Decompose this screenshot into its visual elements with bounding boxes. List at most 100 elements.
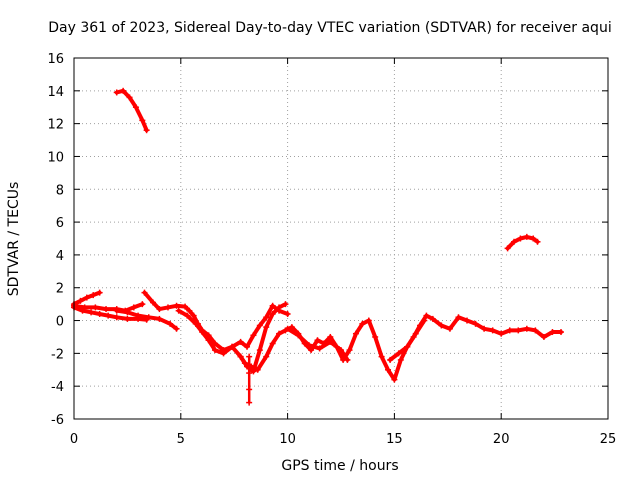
- data-point: [113, 89, 120, 96]
- data-point: [489, 327, 496, 334]
- data-point: [92, 304, 99, 311]
- data-point: [139, 301, 146, 308]
- data-point: [284, 325, 291, 332]
- data-point: [365, 317, 372, 324]
- data-point: [83, 294, 90, 301]
- x-tick-label: 10: [279, 432, 296, 447]
- data-point: [173, 325, 180, 332]
- data-point: [314, 337, 321, 344]
- data-point: [130, 304, 137, 311]
- data-point: [77, 297, 84, 304]
- x-tick-label: 5: [177, 432, 185, 447]
- data-point: [464, 317, 471, 324]
- data-point: [105, 312, 112, 319]
- data-point: [192, 320, 199, 327]
- y-tick-label: -4: [51, 380, 64, 395]
- data-point: [263, 314, 270, 321]
- data-point: [90, 292, 97, 299]
- data-point: [498, 330, 505, 337]
- data-point: [412, 330, 419, 337]
- plot-frame: [73, 57, 609, 420]
- data-point: [220, 350, 227, 357]
- series-line-arc-11: [388, 318, 427, 362]
- data-point: [156, 315, 163, 322]
- data-point: [352, 330, 359, 337]
- y-tick-label: 16: [47, 52, 64, 67]
- data-point: [511, 238, 518, 245]
- data-point: [378, 353, 385, 360]
- x-tick-label: 20: [493, 432, 510, 447]
- y-tick-label: 0: [56, 315, 64, 330]
- data-point: [558, 329, 565, 336]
- data-point: [506, 327, 513, 334]
- data-point: [246, 353, 253, 360]
- y-tick-label: -6: [51, 413, 64, 428]
- data-point: [517, 235, 524, 242]
- data-point: [143, 127, 150, 134]
- data-point: [237, 338, 244, 345]
- data-point: [359, 320, 366, 327]
- data-point: [246, 399, 253, 406]
- data-point: [327, 338, 334, 345]
- data-point: [124, 309, 131, 316]
- data-point: [472, 320, 479, 327]
- data-point: [113, 314, 120, 321]
- data-point: [446, 325, 453, 332]
- data-point: [88, 309, 95, 316]
- data-point: [237, 353, 244, 360]
- data-point: [316, 345, 323, 352]
- data-point: [120, 87, 127, 94]
- data-point: [256, 322, 263, 329]
- data-point: [276, 304, 283, 311]
- axis-ticks: 0 5 10 15 20 25 -6 -4 -2 0 2 4 6 8 10 12 14 16: [47, 52, 616, 447]
- data-point: [423, 312, 430, 319]
- data-point: [263, 324, 270, 331]
- data-point: [549, 329, 556, 336]
- data-point: [515, 327, 522, 334]
- y-tick-label: 2: [56, 282, 64, 297]
- data-point: [308, 347, 315, 354]
- data-point: [182, 303, 189, 310]
- plot-area: [71, 87, 565, 406]
- data-point: [124, 315, 131, 322]
- data-point: [103, 306, 110, 313]
- data-point: [126, 94, 133, 101]
- series-line-arc-6: [142, 290, 563, 382]
- data-point: [523, 233, 530, 240]
- data-point: [269, 340, 276, 347]
- y-tick-label: 12: [47, 118, 64, 133]
- data-point: [175, 307, 182, 314]
- data-point: [190, 312, 197, 319]
- y-tick-label: 4: [56, 249, 64, 264]
- x-tick-label: 15: [386, 432, 403, 447]
- y-tick-label: 6: [56, 216, 64, 231]
- data-point: [438, 322, 445, 329]
- data-point: [135, 312, 142, 319]
- y-tick-label: 8: [56, 183, 64, 198]
- data-point: [229, 343, 236, 350]
- y-tick-label: -2: [51, 347, 64, 362]
- y-tick-label: 14: [47, 85, 64, 100]
- data-point: [256, 347, 263, 354]
- data-point: [96, 289, 103, 296]
- data-point: [540, 333, 547, 340]
- y-tick-label: 10: [47, 150, 64, 165]
- data-point: [282, 301, 289, 308]
- data-point: [295, 332, 302, 339]
- data-point: [534, 238, 541, 245]
- data-point: [246, 386, 253, 393]
- data-point: [391, 376, 398, 383]
- data-point: [395, 350, 402, 357]
- data-point: [139, 117, 146, 124]
- data-point: [429, 315, 436, 322]
- data-point: [276, 330, 283, 337]
- data-point: [344, 356, 351, 363]
- data-point: [173, 302, 180, 309]
- x-axis-label: GPS time / hours: [281, 458, 398, 474]
- data-point: [211, 347, 218, 354]
- data-point: [186, 307, 193, 314]
- data-point: [81, 304, 88, 311]
- chart-title: Day 361 of 2023, Sidereal Day-to-day VTE…: [48, 20, 611, 36]
- data-point: [338, 347, 344, 354]
- data-point: [532, 327, 539, 334]
